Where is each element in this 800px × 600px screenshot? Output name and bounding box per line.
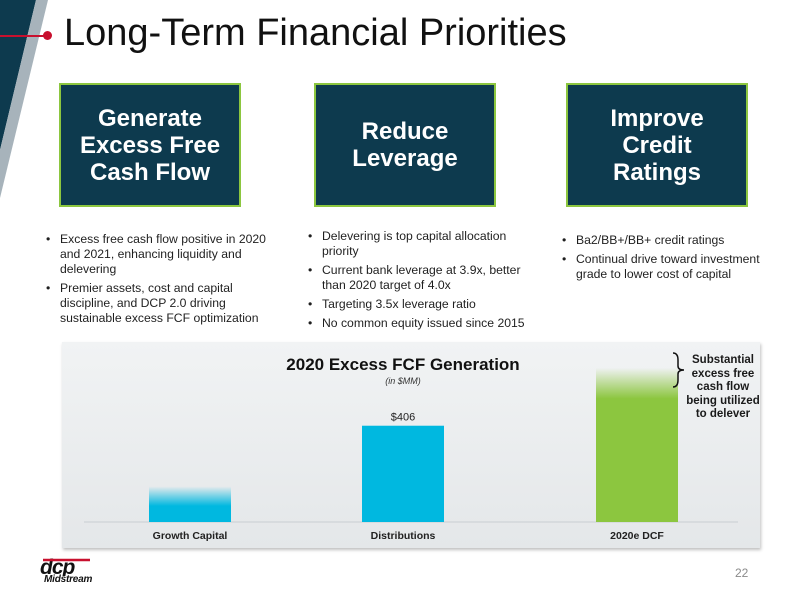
chart-panel: 2020 Excess FCF Generation (in $MM) Grow… — [62, 342, 760, 548]
bullet-item: Current bank leverage at 3.9x, better th… — [306, 263, 534, 293]
bullet-item: Ba2/BB+/BB+ credit ratings — [560, 233, 770, 248]
bullet-item: No common equity issued since 2015 — [306, 316, 534, 331]
logo-wordmark: Midstream — [44, 574, 93, 585]
page-number: 22 — [735, 566, 749, 580]
fcf-bullet-list: Excess free cash flow positive in 2020 a… — [44, 232, 276, 330]
priority-heading-credit: Improve Credit Ratings — [610, 104, 704, 186]
bullet-item: Continual drive toward investment grade … — [560, 252, 770, 282]
category-label: Distributions — [371, 530, 436, 542]
bar-growth-capital — [149, 486, 231, 522]
title-accent-dot — [43, 31, 52, 40]
priority-box-fcf: Generate Excess Free Cash Flow — [59, 83, 241, 207]
chart-title: 2020 Excess FCF Generation — [286, 355, 519, 374]
dcp-logo-icon: dcp — [40, 556, 90, 576]
priority-box-leverage: Reduce Leverage — [314, 83, 496, 207]
bullet-item: Delevering is top capital allocation pri… — [306, 229, 534, 259]
bar-2020e-dcf — [596, 367, 678, 522]
data-label: $406 — [391, 412, 415, 424]
leverage-bullet-list: Delevering is top capital allocation pri… — [306, 229, 534, 335]
title-accent-line — [0, 35, 46, 37]
bullet-item: Excess free cash flow positive in 2020 a… — [44, 232, 276, 277]
bullet-item: Premier assets, cost and capital discipl… — [44, 281, 276, 326]
bullet-item: Targeting 3.5x leverage ratio — [306, 297, 534, 312]
bar-distributions — [362, 425, 444, 522]
credit-bullet-list: Ba2/BB+/BB+ credit ratings Continual dri… — [560, 233, 770, 286]
priority-heading-leverage: Reduce Leverage — [352, 118, 458, 172]
category-label: Growth Capital — [153, 530, 228, 542]
fcf-bar-chart: 2020 Excess FCF Generation (in $MM) Grow… — [84, 355, 738, 542]
chart-subtitle: (in $MM) — [385, 376, 421, 386]
priority-heading-fcf: Generate Excess Free Cash Flow — [79, 104, 221, 186]
chart-annotation: Substantial excess free cash flow being … — [686, 354, 760, 420]
slide-title: Long-Term Financial Priorities — [64, 12, 567, 54]
category-label: 2020e DCF — [610, 530, 664, 542]
priority-box-credit: Improve Credit Ratings — [566, 83, 748, 207]
bracket-icon — [672, 352, 685, 388]
